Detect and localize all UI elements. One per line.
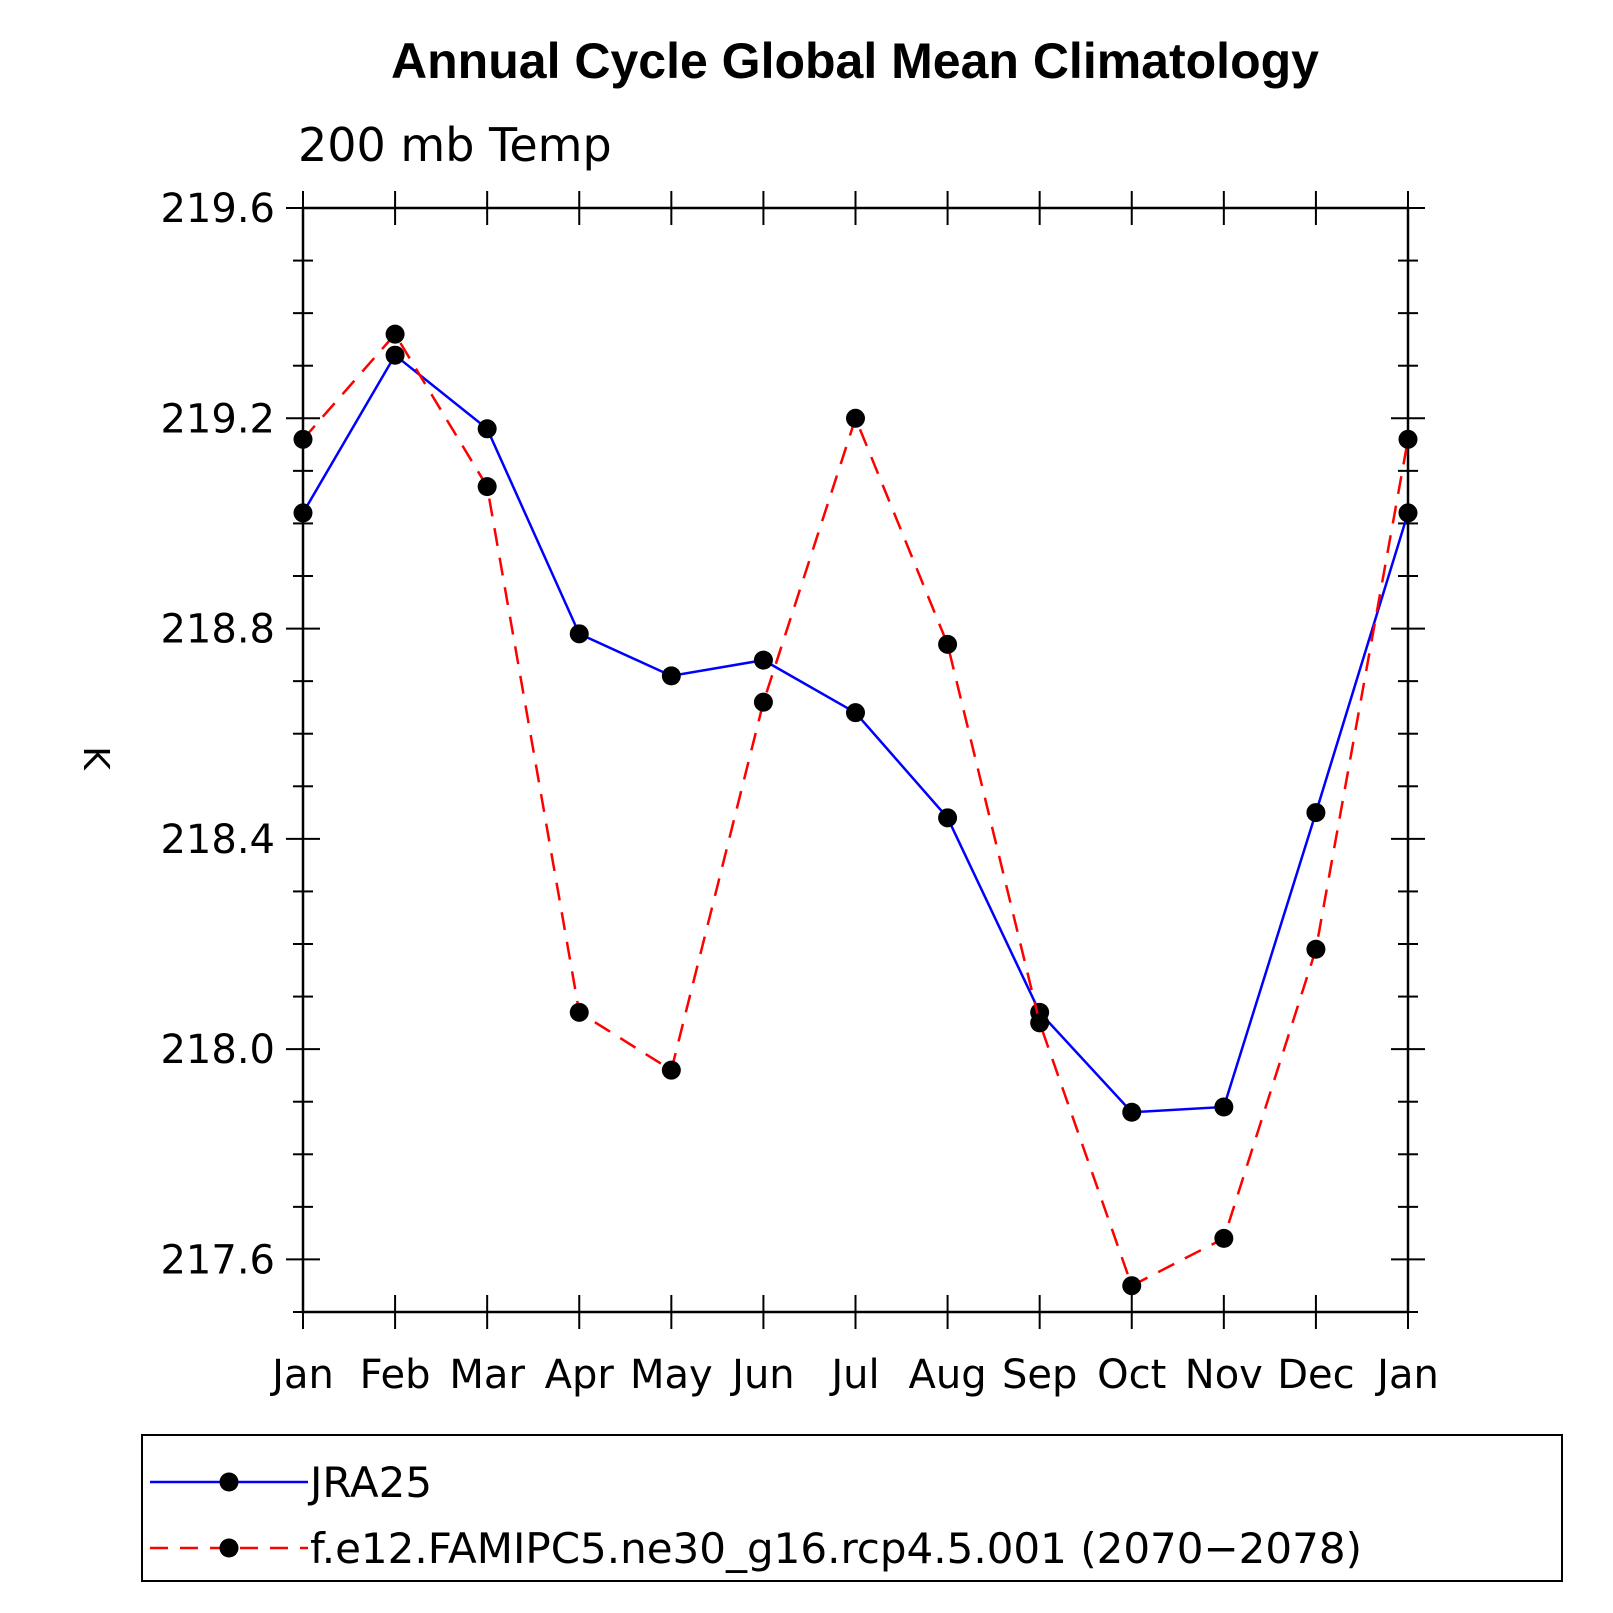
series-layer	[293, 324, 1418, 1296]
legend-label: f.e12.FAMIPC5.ne30_g16.rcp4.5.001 (2070−…	[310, 1524, 1362, 1573]
y-tick-label: 219.2	[160, 396, 275, 442]
data-point	[938, 808, 958, 828]
data-point	[477, 419, 497, 439]
data-point	[753, 692, 773, 712]
series-line	[301, 353, 1410, 1114]
data-point	[385, 345, 405, 365]
data-point	[569, 624, 589, 644]
data-point	[1030, 1013, 1050, 1033]
x-tick-label: Nov	[1185, 1352, 1263, 1398]
data-point	[385, 324, 405, 344]
data-point	[1122, 1102, 1142, 1122]
y-tick-label: 219.6	[160, 186, 275, 232]
x-tick-label: Aug	[909, 1352, 987, 1398]
legend-box	[141, 1434, 1563, 1582]
x-tick-label: Apr	[545, 1352, 615, 1398]
chart-title: Annual Cycle Global Mean Climatology	[391, 33, 1319, 89]
data-point	[1122, 1276, 1142, 1296]
legend-label: JRA25	[307, 1458, 432, 1507]
series-line	[302, 332, 1410, 1288]
legend: JRA25 f.e12.FAMIPC5.ne30_g16.rcp4.5.001 (…	[141, 1434, 1563, 1582]
data-point	[1306, 803, 1326, 823]
data-point	[1398, 503, 1418, 523]
chart-subtitle: 200 mb Temp	[298, 118, 612, 172]
y-tick-label: 217.6	[160, 1237, 275, 1283]
y-axis: 217.6 218.0 218.4 218.8 219.2 219.6	[160, 186, 1425, 1313]
series-1	[293, 324, 1418, 1296]
legend-marker	[219, 1538, 239, 1558]
x-tick-label: Sep	[1002, 1352, 1077, 1398]
x-tick-label: Jan	[269, 1352, 334, 1398]
data-point	[753, 650, 773, 670]
plot-frame	[301, 206, 1410, 1314]
data-point	[293, 429, 313, 449]
data-point	[661, 1060, 681, 1080]
y-tick-label: 218.4	[160, 817, 275, 863]
data-point	[1398, 429, 1418, 449]
x-axis: Jan Feb Mar Apr May Jun Jul Aug Sep Oct Nov Dec Jan	[269, 191, 1439, 1398]
plot-border	[301, 206, 1410, 1314]
data-point	[846, 703, 865, 723]
y-tick-label: 218.0	[160, 1027, 275, 1073]
y-axis-label: K	[75, 746, 116, 771]
y-tick-label: 218.8	[160, 607, 275, 653]
series-0	[293, 345, 1418, 1122]
data-point	[1214, 1228, 1234, 1248]
data-point	[1214, 1097, 1234, 1117]
x-tick-label: Jan	[1374, 1352, 1439, 1398]
x-tick-label: Oct	[1097, 1352, 1166, 1398]
x-tick-label: May	[630, 1352, 713, 1398]
x-tick-label: Jun	[729, 1352, 795, 1398]
x-tick-label: Mar	[449, 1352, 525, 1398]
data-point	[1306, 939, 1326, 959]
data-point	[293, 503, 313, 523]
x-tick-label: Dec	[1277, 1352, 1354, 1398]
data-point	[661, 666, 681, 686]
data-point	[569, 1002, 589, 1022]
data-point	[477, 477, 497, 497]
data-point	[846, 408, 865, 428]
legend-marker	[219, 1472, 239, 1492]
x-tick-label: Jul	[828, 1352, 879, 1398]
x-tick-label: Feb	[360, 1352, 431, 1398]
data-point	[938, 634, 958, 654]
